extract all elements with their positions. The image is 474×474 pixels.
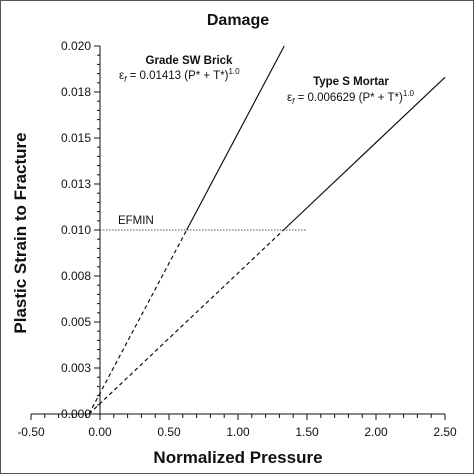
ticks: -0.50 0.00 0.50 1.00 1.50 2.00 2.50 0.000 0.003 0… (17, 39, 457, 439)
x-tick-label: 1.00 (226, 425, 250, 439)
mortar-formula-label: εf = 0.006629 (P* + T*)1.0 (287, 89, 415, 106)
x-tick-label: 0.00 (88, 425, 112, 439)
x-tick-label: -0.50 (17, 425, 45, 439)
y-tick-label: 0.013 (61, 177, 91, 191)
y-axis-title: Plastic Strain to Fracture (11, 132, 30, 333)
x-tick-label: 2.00 (364, 425, 388, 439)
mortar-dashed-segment (88, 229, 284, 415)
x-tick-label: 0.50 (157, 425, 181, 439)
x-tick-label: 1.50 (295, 425, 319, 439)
y-tick-label: 0.000 (61, 407, 91, 421)
brick-dashed-segment (88, 229, 188, 415)
efmin-label: EFMIN (118, 215, 154, 227)
x-axis-title: Normalized Pressure (153, 448, 322, 467)
y-tick-label: 0.003 (61, 361, 91, 375)
brick-name-label: Grade SW Brick (146, 55, 234, 67)
y-tick-label: 0.008 (61, 269, 91, 283)
mortar-name-label: Type S Mortar (313, 76, 389, 88)
y-tick-label: 0.010 (61, 223, 91, 237)
y-tick-label: 0.018 (61, 85, 91, 99)
chart-title: Damage (207, 12, 269, 29)
y-tick-label: 0.005 (61, 315, 91, 329)
series-lines (88, 45, 446, 415)
brick-formula-label: εf = 0.01413 (P* + T*)1.0 (119, 67, 240, 84)
y-tick-label: 0.020 (61, 39, 91, 53)
brick-solid-segment (186, 45, 285, 231)
x-tick-label: 2.50 (433, 425, 457, 439)
y-tick-label: 0.015 (61, 131, 91, 145)
mortar-solid-segment (283, 76, 446, 231)
